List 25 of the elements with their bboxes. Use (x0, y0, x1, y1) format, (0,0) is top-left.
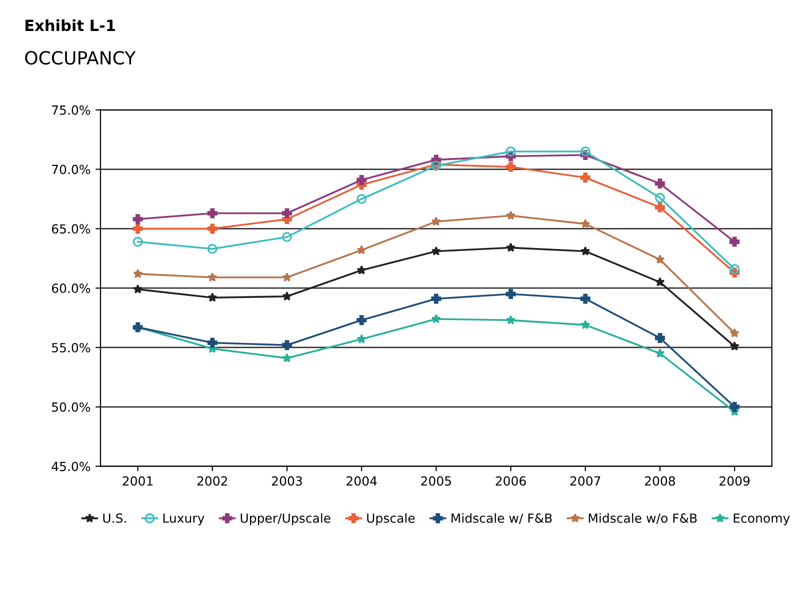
x-tick-label: 2007 (570, 476, 600, 486)
legend-label: Midscale w/ F&B (452, 513, 552, 524)
x-tick-label: 2001 (122, 476, 153, 486)
x-tick-label: 2002 (197, 476, 228, 486)
x-tick-label: 2009 (720, 476, 750, 486)
x-tick-label: 2005 (421, 476, 451, 486)
x-tick-label: 2008 (644, 476, 675, 486)
y-tick-label: 65.0% (52, 224, 90, 234)
legend-label: Upscale (367, 513, 415, 526)
legend-label: Midscale w/o F&B (588, 513, 697, 524)
x-tick-label: 2003 (272, 476, 302, 486)
x-tick-label: 2006 (496, 476, 526, 486)
legend-label: Luxury (163, 514, 204, 526)
y-tick-label: 55.0% (52, 342, 90, 352)
y-tick-label: 50.0% (52, 402, 90, 412)
y-tick-label: 45.0% (52, 462, 90, 472)
y-tick-label: 75.0% (52, 105, 90, 115)
x-tick-label: 2004 (346, 476, 377, 486)
legend-label: Upper/Upscale (240, 513, 330, 526)
chart-title: Exhibit L-1 (26, 19, 115, 32)
y-tick-label: 60.0% (52, 284, 90, 294)
legend-label: Economy (734, 514, 790, 526)
y-tick-label: 70.0% (52, 164, 90, 174)
chart-subtitle: OCCUPANCY (25, 50, 136, 65)
legend-label: U.S. (103, 513, 126, 523)
